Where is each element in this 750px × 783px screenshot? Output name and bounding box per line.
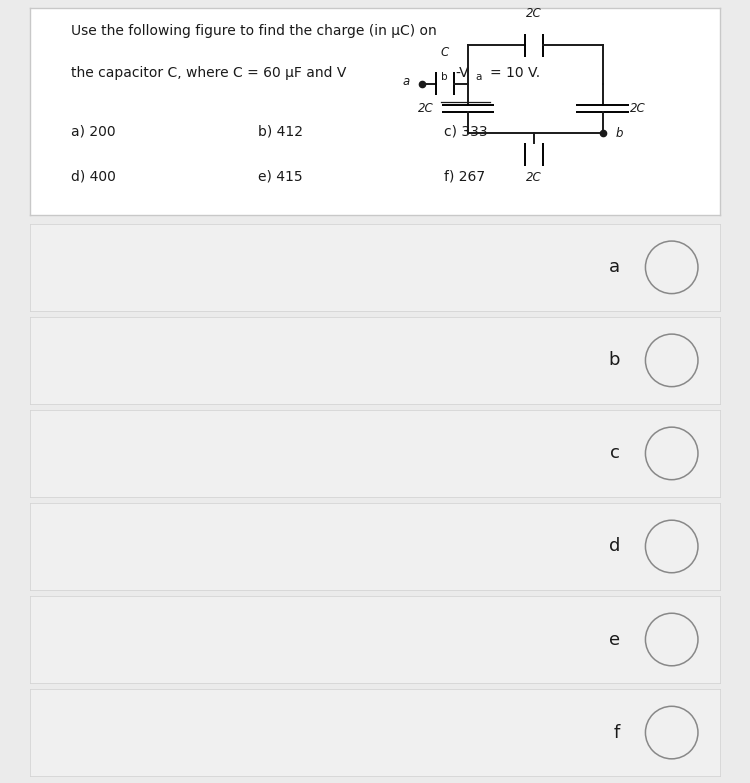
Text: d: d	[608, 537, 620, 555]
Text: a: a	[475, 72, 482, 82]
Text: a: a	[609, 258, 620, 276]
Text: c) 333: c) 333	[444, 124, 488, 138]
Text: -V: -V	[456, 66, 470, 80]
Text: d) 400: d) 400	[71, 170, 116, 184]
Text: the capacitor C, where C = 60 μF and V: the capacitor C, where C = 60 μF and V	[71, 66, 346, 80]
Text: b: b	[440, 72, 447, 82]
Text: a: a	[402, 75, 410, 88]
Text: 2C: 2C	[630, 102, 646, 115]
Text: a) 200: a) 200	[71, 124, 116, 138]
Text: f: f	[614, 723, 620, 742]
Text: c: c	[610, 445, 620, 463]
Text: Use the following figure to find the charge (in μC) on: Use the following figure to find the cha…	[71, 24, 437, 38]
Text: 2C: 2C	[526, 7, 542, 20]
Text: b: b	[608, 352, 620, 370]
Text: b) 412: b) 412	[258, 124, 303, 138]
Text: 2C: 2C	[526, 171, 542, 184]
Text: b: b	[615, 127, 622, 140]
Text: e) 415: e) 415	[258, 170, 302, 184]
Text: f) 267: f) 267	[444, 170, 485, 184]
Text: e: e	[609, 630, 620, 648]
Text: C: C	[440, 45, 448, 59]
Text: 2C: 2C	[418, 102, 434, 115]
Text: = 10 V.: = 10 V.	[490, 66, 540, 80]
